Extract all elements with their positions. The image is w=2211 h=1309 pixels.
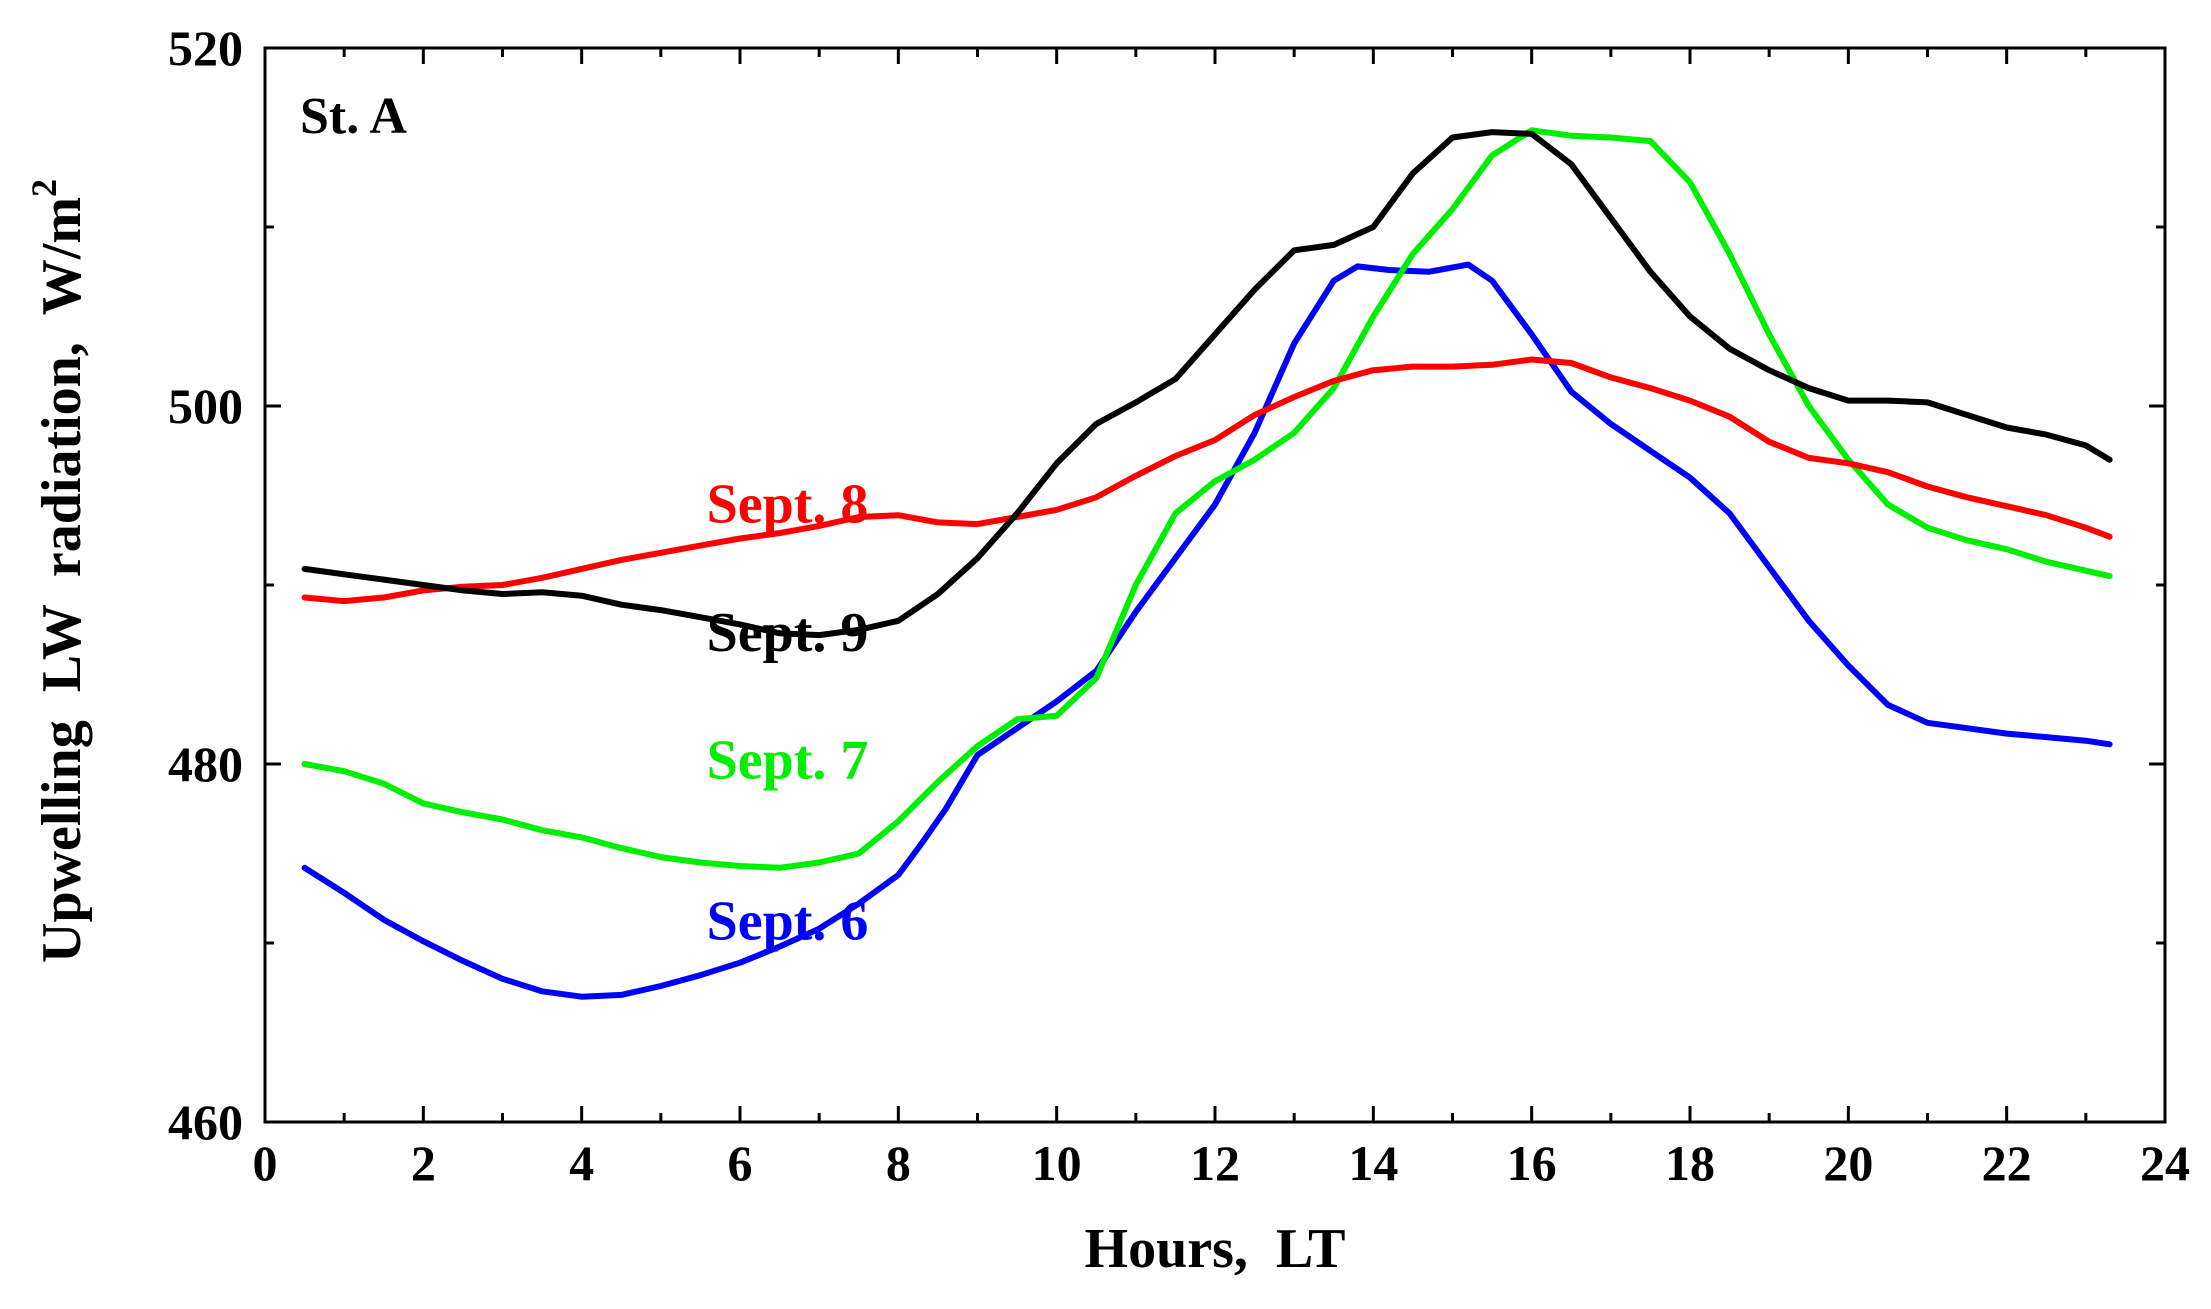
series-line-sept-8	[301, 356, 2113, 605]
y-tick-label: 500	[168, 378, 243, 434]
x-tick-label: 16	[1507, 1135, 1557, 1191]
y-axis-title: Upwelling LW radiation, W/m2	[7, 109, 93, 1061]
x-tick-label: 6	[728, 1135, 753, 1191]
y-axis-title-group: Upwelling LW radiation, W/m2	[7, 109, 93, 1061]
y-tick-label: 460	[168, 1094, 243, 1150]
x-tick-label: 12	[1190, 1135, 1240, 1191]
series-line-sept-9	[301, 129, 2113, 639]
x-tick-label: 4	[569, 1135, 594, 1191]
y-axis-title-text: Upwelling LW radiation, W/m	[31, 197, 93, 963]
x-tick-label: 10	[1032, 1135, 1082, 1191]
series-line-sept-7	[301, 127, 2113, 871]
series-line-sept-6	[301, 261, 2113, 1000]
panel-label: St. A	[300, 88, 407, 145]
series-label-sept-7: Sept. 7	[707, 729, 869, 791]
series-label-sept-6: Sept. 6	[707, 890, 869, 952]
x-tick-label: 24	[2140, 1135, 2190, 1191]
x-tick-label: 20	[1823, 1135, 1873, 1191]
x-tick-label: 18	[1665, 1135, 1715, 1191]
y-tick-label: 520	[168, 20, 243, 76]
x-tick-label: 22	[1982, 1135, 2032, 1191]
y-tick-label: 480	[168, 736, 243, 792]
x-axis-title: Hours, LT	[1085, 1218, 1346, 1280]
series-layer	[301, 127, 2113, 1000]
x-tick-label: 2	[411, 1135, 436, 1191]
plot-frame	[263, 46, 2167, 1124]
x-tick-label: 14	[1348, 1135, 1398, 1191]
y-axis-title-superscript: 2	[24, 179, 64, 197]
label-layer: Sept. 6 Sept. 7 Sept. 8 Sept. 9	[707, 473, 869, 952]
series-label-sept-8: Sept. 8	[707, 473, 869, 535]
series-label-sept-9: Sept. 9	[707, 602, 869, 664]
x-tick-label: 8	[886, 1135, 911, 1191]
x-tick-label: 0	[253, 1135, 278, 1191]
